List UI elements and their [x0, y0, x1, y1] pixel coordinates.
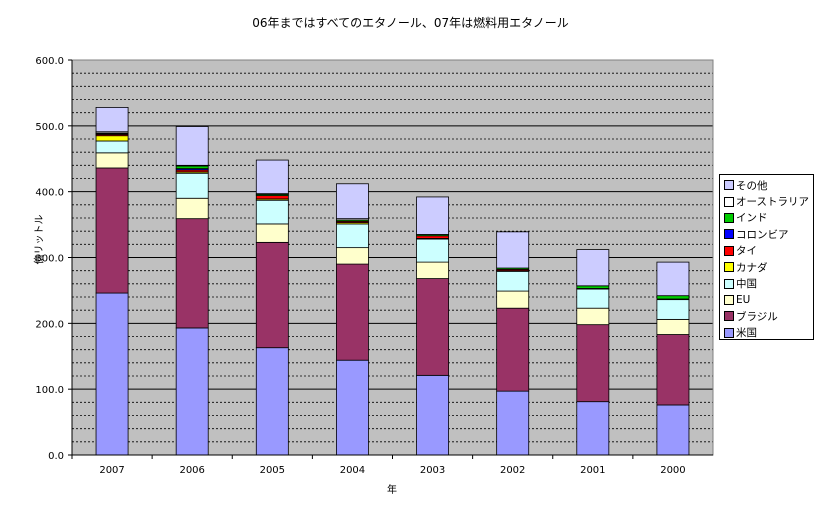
bar-segment: [416, 278, 449, 376]
bar-segment: [255, 347, 289, 456]
bar-segment: [95, 292, 129, 456]
x-tick-label: 2007: [99, 465, 124, 476]
bar-segment: [175, 197, 209, 220]
bar-segment: [175, 218, 209, 329]
bar-segment: [95, 152, 129, 169]
bar-segment: [255, 195, 289, 200]
chart-title: 06年まではすべてのエタノール、07年は燃料用エタノール: [252, 16, 569, 30]
legend-label: その他: [736, 179, 768, 192]
legend-label: コロンビア: [736, 228, 789, 241]
legend-item: カナダ: [724, 259, 813, 275]
legend-swatch: [724, 212, 734, 223]
legend-swatch: [724, 262, 734, 273]
bar-segment: [175, 126, 209, 166]
legend-item: 中国: [724, 275, 813, 291]
legend-swatch: [724, 311, 734, 322]
bar-segment: [255, 199, 289, 225]
y-tick-label: 100.0: [35, 385, 64, 396]
x-tick-label: 2005: [260, 465, 285, 476]
legend-label: オーストラリア: [736, 196, 809, 209]
legend-item: インド: [724, 210, 813, 226]
x-tick-label: 2001: [580, 465, 605, 476]
legend-swatch: [724, 245, 734, 256]
bar-segment: [496, 390, 530, 456]
bar-segment: [95, 135, 129, 142]
legend-swatch: [724, 294, 734, 305]
bar-segment: [496, 270, 530, 292]
legend-swatch: [724, 180, 734, 191]
legend-item: その他: [724, 177, 813, 193]
bar-segment: [496, 307, 530, 392]
x-tick-label: 2002: [500, 465, 525, 476]
bar-segment: [175, 172, 209, 199]
bar-segment: [656, 299, 690, 320]
y-tick-label: 300.0: [35, 254, 64, 265]
bar-segment: [576, 401, 610, 456]
x-tick-label: 2004: [340, 465, 365, 476]
y-tick-label: 0.0: [48, 451, 64, 462]
bar-segment: [255, 159, 289, 195]
legend-swatch: [724, 278, 734, 289]
y-tick-label: 400.0: [35, 188, 64, 199]
y-tick-label: 200.0: [35, 319, 64, 330]
y-tick-label: 500.0: [35, 122, 64, 133]
x-axis-title: 年: [387, 485, 397, 496]
bar-segment: [336, 359, 369, 456]
bar-segment: [95, 107, 129, 133]
bar-segment: [336, 263, 369, 361]
bar-segment: [336, 223, 369, 249]
legend-item: オーストラリア: [724, 193, 813, 209]
legend-item: EU: [724, 292, 813, 308]
legend-label: カナダ: [736, 261, 768, 274]
legend-swatch: [724, 196, 734, 207]
x-tick-label: 2000: [660, 465, 685, 476]
legend-label: EU: [736, 293, 751, 306]
legend-swatch: [724, 327, 734, 338]
bar-segment: [496, 290, 530, 309]
y-tick-label: 600.0: [35, 56, 64, 67]
bar-segment: [416, 261, 449, 279]
legend-item: コロンビア: [724, 226, 813, 242]
x-tick-label: 2003: [420, 465, 445, 476]
y-axis-title: 億リットル: [34, 214, 46, 265]
bar-segment: [656, 261, 690, 297]
legend: その他オーストラリア インドコロンビアタイカナダ中国 EU ブラジル米国: [719, 174, 814, 340]
bar-segment: [175, 327, 209, 456]
bar-segment: [496, 231, 530, 269]
bar-segment: [656, 295, 690, 300]
bar-segment: [656, 404, 690, 456]
legend-label: インド: [736, 212, 768, 225]
x-tick-label: 2006: [179, 465, 204, 476]
legend-item: タイ: [724, 243, 813, 259]
bar-segment: [95, 167, 129, 294]
bar-segment: [656, 334, 690, 406]
legend-label: タイ: [736, 245, 757, 258]
legend-item: ブラジル: [724, 308, 813, 324]
legend-label: 中国: [736, 278, 757, 291]
bar-segment: [336, 247, 369, 265]
bar-segment: [576, 324, 610, 403]
bar-segment: [336, 183, 369, 220]
legend-swatch: [724, 229, 734, 240]
bar-segment: [656, 318, 690, 335]
bar-segment: [416, 374, 449, 456]
bar-segment: [416, 196, 449, 235]
bar-segment: [255, 223, 289, 243]
legend-label: 米国: [736, 327, 757, 340]
legend-item: 米国: [724, 325, 813, 341]
bar-segment: [576, 307, 610, 326]
bar-segment: [255, 241, 289, 349]
legend-label: ブラジル: [736, 310, 778, 323]
bar-segment: [576, 249, 610, 287]
bar-segment: [576, 288, 610, 309]
bar-segment: [416, 238, 449, 263]
bar-segment: [95, 140, 129, 154]
